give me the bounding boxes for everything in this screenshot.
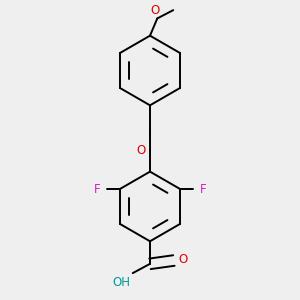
Text: OH: OH <box>113 276 131 289</box>
Text: O: O <box>150 4 159 17</box>
Text: O: O <box>136 144 145 157</box>
Text: F: F <box>200 182 206 196</box>
Text: F: F <box>94 182 101 196</box>
Text: O: O <box>178 253 188 266</box>
